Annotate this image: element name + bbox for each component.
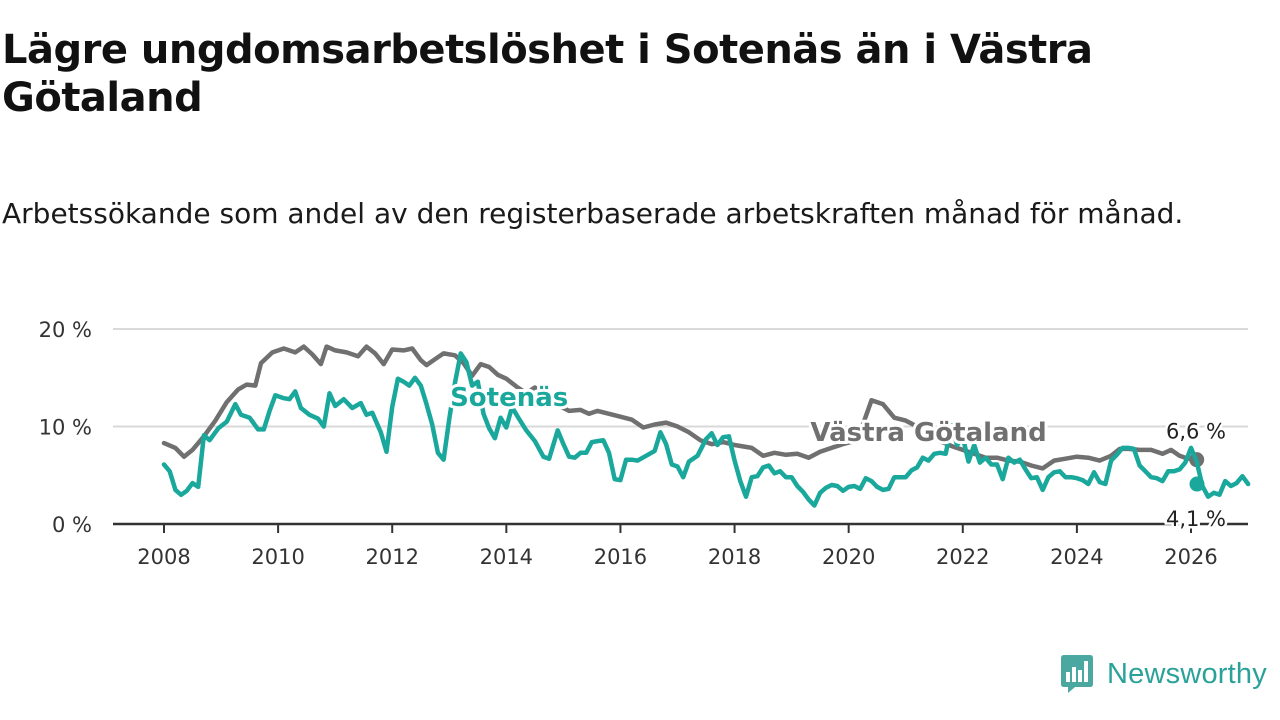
x-tick-label: 2016 [594,545,647,569]
newsworthy-logo-icon [1061,655,1093,693]
chart-title: Lägre ungdomsarbetslöshet i Sotenäs än i… [2,27,1093,121]
vastra-gotaland-line [161,344,1199,471]
label-layer: 6,6 % 4,1 % Sotenäs Västra Götaland [447,380,1228,534]
x-tick-label: 2010 [251,545,304,569]
chart-subtitle: Arbetssökande som andel av den registerb… [2,197,1184,230]
series-layer [161,344,1251,508]
x-tick-label: 2012 [365,545,418,569]
x-tick-label: 2014 [480,545,533,569]
y-tick-label: 0 % [52,513,92,537]
x-tick-label: 2022 [936,545,989,569]
newsworthy-brand: Newsworthy [1060,654,1267,694]
vastra-gotaland-series-label: Västra Götaland [810,418,1046,448]
x-axis: 2008 2010 2012 2014 2016 2018 2020 2022 2024 2026 [113,522,1248,569]
y-tick-label: 20 % [39,318,92,342]
sotenas-end-label: 4,1 % [1166,507,1226,531]
line-chart: 0 % 10 % 20 % 2008 2010 2012 2014 2016 2018 2020… [39,318,1251,569]
x-tick-label: 2018 [708,545,761,569]
brand-name: Newsworthy [1107,657,1267,690]
x-tick-label: 2008 [137,545,190,569]
sotenas-series-label: Sotenäs [450,383,568,413]
x-tick-label: 2024 [1050,545,1103,569]
x-tick-label: 2026 [1164,545,1217,569]
vastra-gotaland-end-label: 6,6 % [1166,420,1226,444]
sotenas-end-marker [1189,476,1205,492]
y-tick-label: 10 % [39,416,92,440]
sotenas-line [161,351,1251,508]
x-tick-label: 2020 [822,545,875,569]
